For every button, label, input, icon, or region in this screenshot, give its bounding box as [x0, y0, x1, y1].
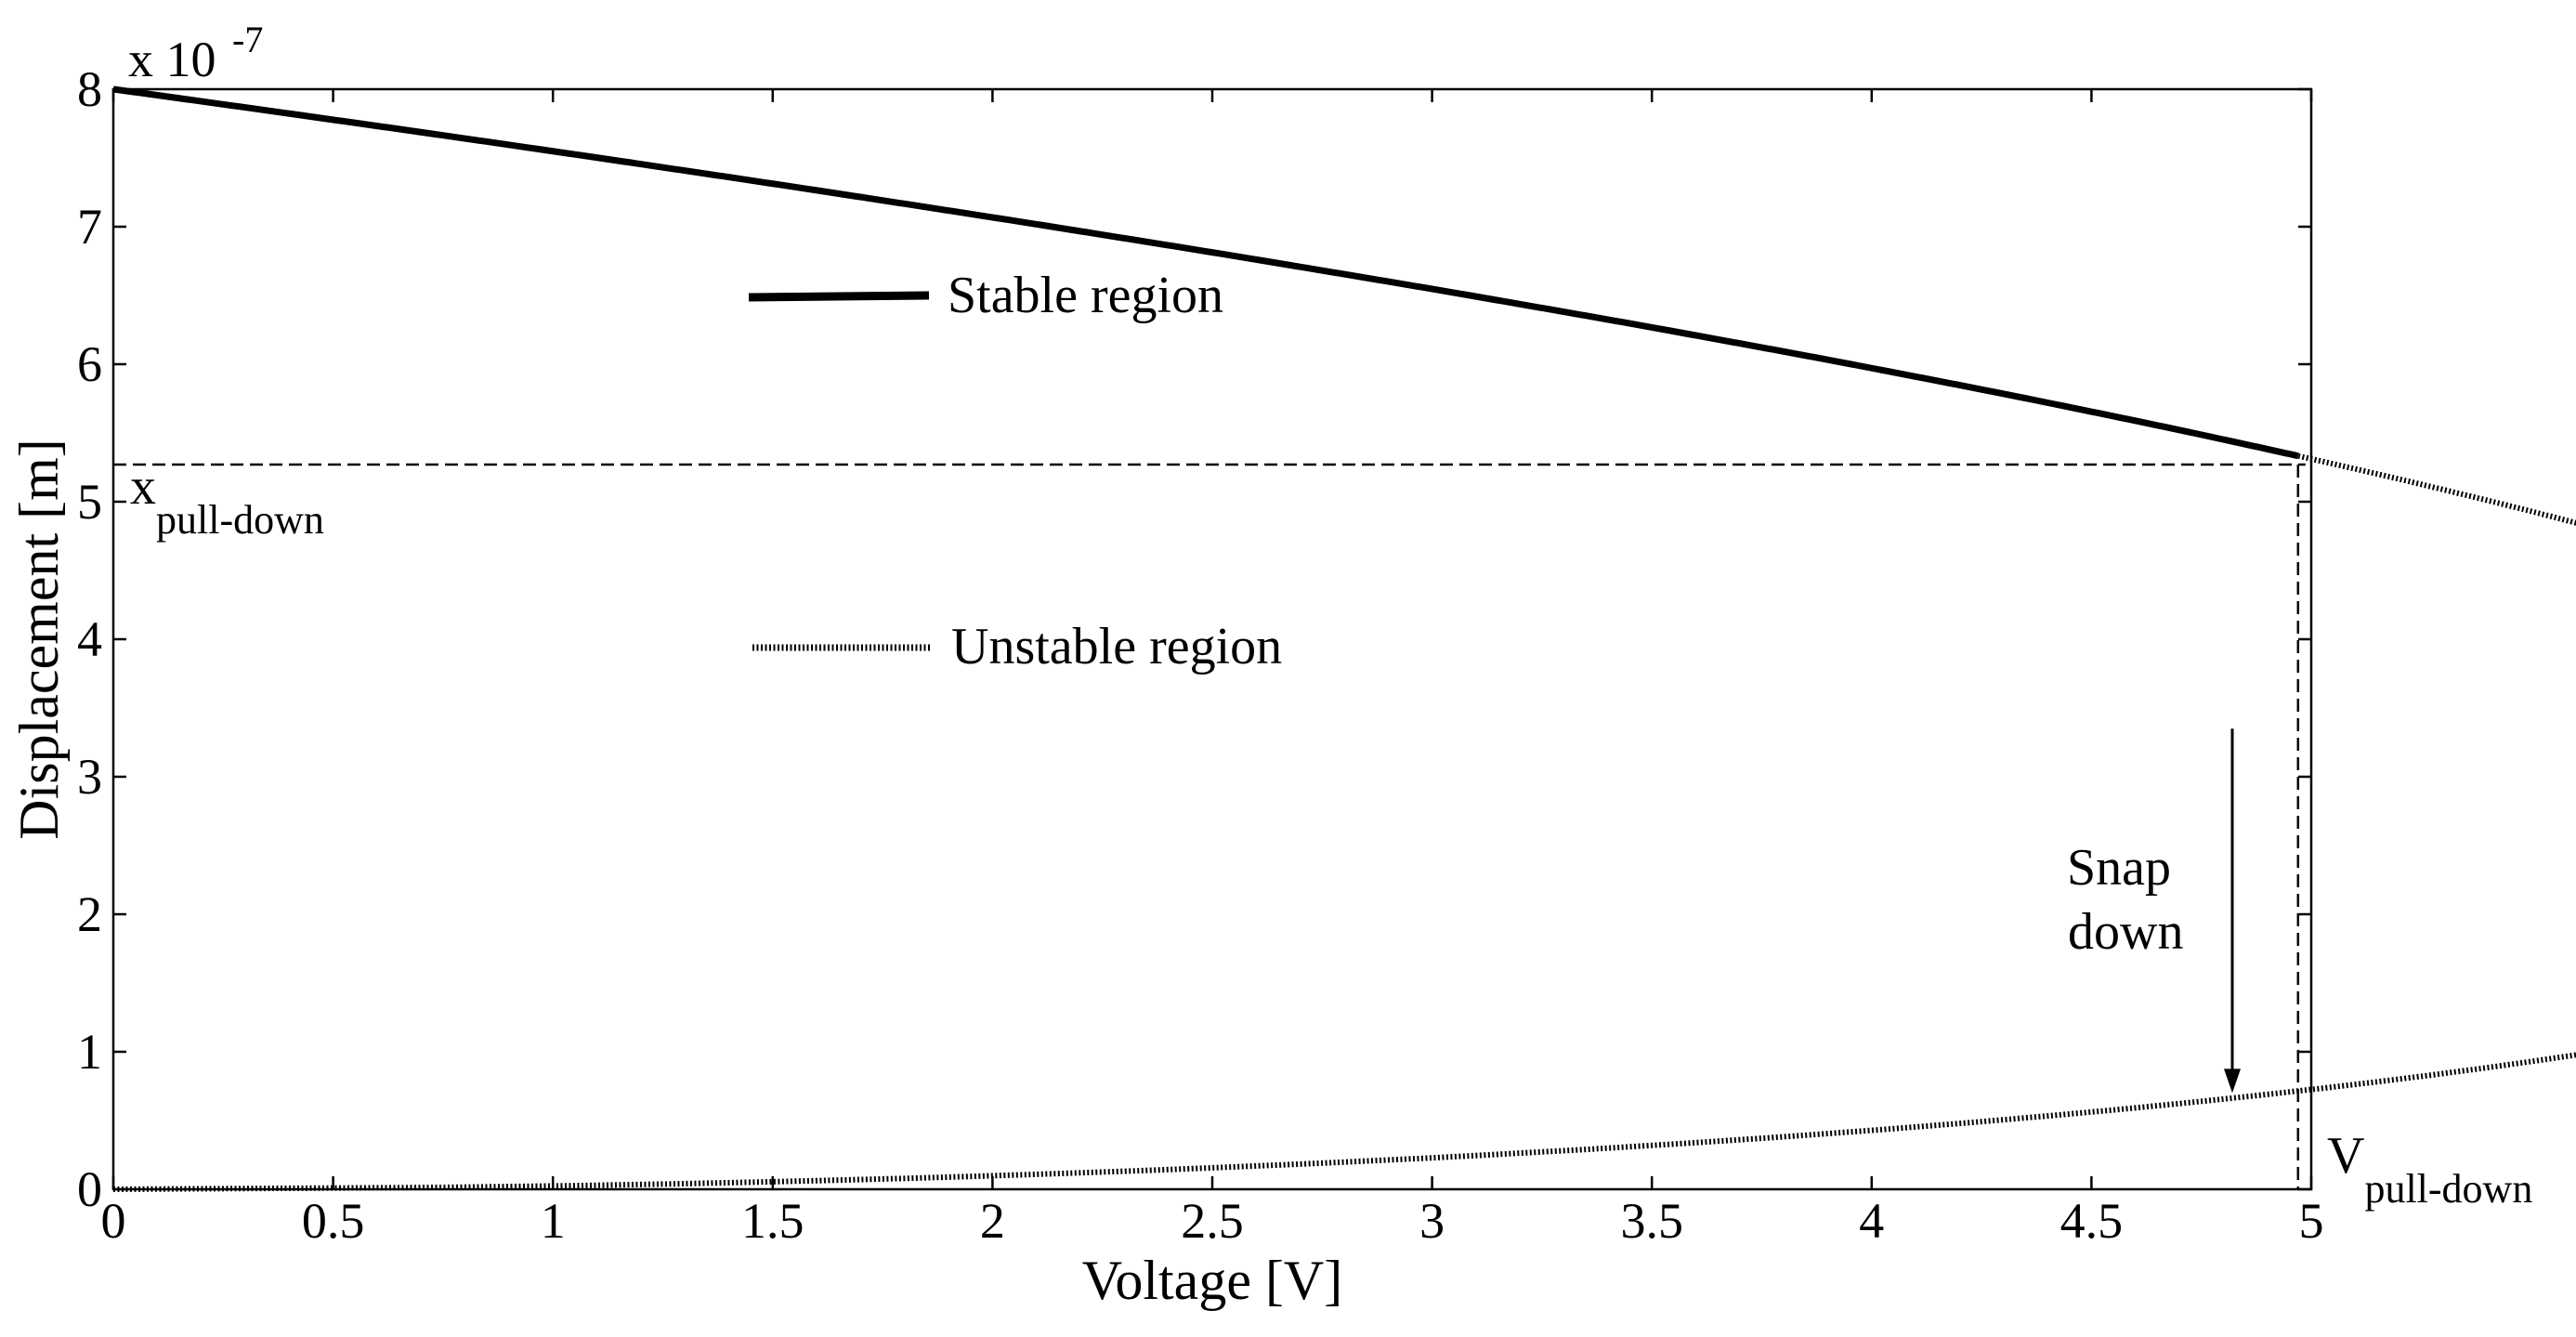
v-pull-down-main: V — [2327, 1127, 2364, 1185]
curve-layer — [112, 85, 2576, 1192]
y-tick-label: 8 — [77, 61, 102, 117]
tick-layer: 0 0.5 1 1.5 2 2.5 3 3.5 4 4.5 5 0 1 2 3 4 5 6 7 8 — [77, 61, 2324, 1249]
x-pull-down-label: xpull-down — [130, 458, 324, 543]
y-tick-label: 2 — [77, 886, 102, 942]
x-tick-label: 3.5 — [1620, 1193, 1683, 1249]
y-exponent-value: -7 — [232, 19, 263, 60]
stable-region-curve — [112, 85, 2299, 460]
x-tick-label: 5 — [2299, 1193, 2324, 1249]
y-tick-label: 6 — [77, 336, 102, 392]
y-tick-label: 4 — [77, 611, 102, 667]
y-tick-label: 5 — [77, 474, 102, 530]
x-pull-down-main: x — [130, 458, 156, 516]
snap-down-line2: down — [2068, 903, 2183, 961]
legend-stable-label: Stable region — [948, 267, 1223, 324]
x-tick-label: 1.5 — [741, 1193, 804, 1249]
x-tick-label: 4 — [1859, 1193, 1884, 1249]
y-exponent-label: x 10 — [128, 32, 216, 87]
x-tick-label: 2 — [980, 1193, 1005, 1249]
x-tick-label: 4.5 — [2060, 1193, 2124, 1249]
unstable-region-curve — [112, 452, 2576, 1192]
v-pull-down-sub: pull-down — [2364, 1166, 2532, 1212]
x-tick-label: 1 — [541, 1193, 566, 1249]
y-tick-label: 1 — [77, 1024, 102, 1080]
v-pull-down-label: Vpull-down — [2327, 1127, 2532, 1212]
snap-down-line1: Snap — [2067, 839, 2171, 897]
legend-stable-line — [748, 291, 930, 302]
x-tick-label: 2.5 — [1181, 1193, 1244, 1249]
y-axis-title: Displacement [m] — [8, 439, 70, 840]
y-tick-label: 0 — [77, 1161, 102, 1217]
x-tick-label: 0.5 — [302, 1193, 365, 1249]
x-tick-label: 0 — [101, 1193, 126, 1249]
x-tick-label: 3 — [1419, 1193, 1445, 1249]
legend-unstable-label: Unstable region — [951, 618, 1282, 675]
snap-down-arrow-head — [2224, 1068, 2241, 1094]
y-tick-label: 7 — [77, 199, 102, 255]
x-axis-title: Voltage [V] — [1082, 1250, 1343, 1311]
x-pull-down-sub: pull-down — [156, 497, 324, 543]
y-tick-label: 3 — [77, 749, 102, 805]
